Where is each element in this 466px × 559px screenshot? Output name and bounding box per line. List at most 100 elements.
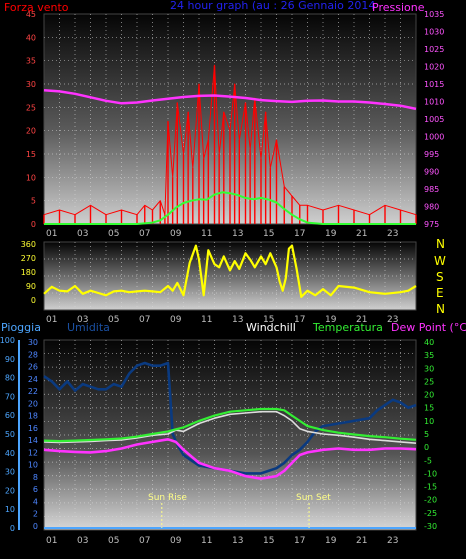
axis-tick-label: 5 — [424, 430, 429, 439]
hour-tick-label: 09 — [170, 229, 182, 239]
axis-tick-label: 5 — [31, 197, 36, 206]
axis-tick-label: 180 — [21, 268, 36, 277]
dew-point-legend: Dew Point (°C) — [391, 321, 466, 334]
hour-tick-label: 21 — [356, 229, 367, 239]
axis-tick-label: -10 — [424, 469, 437, 478]
axis-tick-label: 1005 — [424, 115, 444, 124]
axis-tick-label: 16 — [28, 424, 38, 433]
axis-tick-label: 1010 — [424, 98, 444, 107]
axis-tick-label: 1020 — [424, 63, 444, 72]
axis-tick-label: -5 — [424, 456, 432, 465]
axis-tick-label: 12 — [28, 448, 38, 457]
hour-tick-label: 19 — [325, 315, 337, 325]
axis-tick-label: 0 — [10, 524, 15, 533]
wind-force-line — [43, 64, 417, 216]
hour-tick-label: 23 — [387, 536, 398, 546]
compass-label-4: E — [436, 286, 444, 300]
series-layer — [43, 64, 417, 529]
wind-direction-line — [43, 244, 417, 298]
hour-tick-label: 11 — [201, 315, 212, 325]
axis-tick-label: 20 — [5, 486, 15, 495]
hour-tick-label: 05 — [108, 229, 119, 239]
axis-tick-label: 6 — [33, 485, 38, 494]
hour-tick-label: 17 — [294, 315, 305, 325]
axis-tick-label: 30 — [26, 80, 36, 89]
hour-tick-label: 07 — [139, 315, 150, 325]
hour-tick-label: 07 — [139, 229, 150, 239]
axis-tick-label: -20 — [424, 496, 437, 505]
axis-tick-label: -25 — [424, 509, 437, 518]
axis-tick-label: 985 — [424, 185, 439, 194]
axis-tick-label: 90 — [26, 282, 36, 291]
windchill-line — [43, 410, 417, 444]
hour-tick-label: 21 — [356, 315, 367, 325]
dew-point-line — [43, 437, 417, 481]
axis-tick-label: 14 — [28, 436, 38, 445]
windchill-legend: Windchill — [246, 321, 296, 334]
axis-tick-label: 0 — [424, 443, 429, 452]
axis-tick-label: 35 — [424, 351, 434, 360]
axis-tick-label: 40 — [424, 338, 434, 347]
temperature-line — [43, 407, 417, 443]
axis-tick-label: 15 — [26, 150, 36, 159]
compass-label-2: W — [434, 254, 446, 268]
pressure-line — [43, 89, 417, 111]
axis-tick-label: 50 — [5, 430, 15, 439]
axis-tick-label: -30 — [424, 522, 437, 531]
hour-tick-label: 01 — [46, 536, 57, 546]
axis-tick-label: 975 — [424, 220, 439, 229]
compass-label-3: S — [436, 270, 444, 284]
axis-tick-label: 35 — [26, 57, 36, 66]
axis-tick-label: 2 — [33, 510, 38, 519]
axis-tick-label: 15 — [424, 404, 434, 413]
wind-force-label: Forza vento — [4, 1, 69, 14]
hour-tick-label: 15 — [263, 536, 274, 546]
compass-label-1: N — [436, 237, 445, 251]
hour-tick-label: 21 — [356, 536, 367, 546]
hour-tick-label: 23 — [387, 229, 398, 239]
compass-label-5: N — [436, 302, 445, 316]
axis-tick-label: 70 — [5, 392, 15, 401]
axis-tick-label: 100 — [0, 336, 15, 345]
hour-tick-label: 05 — [108, 315, 119, 325]
hour-tick-label: 01 — [46, 229, 57, 239]
axis-tick-label: 10 — [28, 461, 38, 470]
axis-tick-label: 25 — [424, 377, 434, 386]
axis-tick-label: 24 — [28, 375, 38, 384]
axis-tick-label: 0 — [31, 220, 36, 229]
axis-tick-label: 8 — [33, 473, 38, 482]
hour-tick-label: 19 — [325, 536, 337, 546]
hour-tick-label: 03 — [77, 536, 88, 546]
hour-tick-label: 09 — [170, 536, 182, 546]
axis-tick-label: 30 — [424, 364, 434, 373]
axis-tick-label: 995 — [424, 150, 439, 159]
sunrise-label: Sun Rise — [148, 493, 187, 503]
axis-tick-label: 30 — [28, 338, 38, 347]
axis-tick-label: 1000 — [424, 133, 444, 142]
humidity-legend: Umidita — [67, 321, 110, 334]
hour-tick-label: 01 — [46, 315, 57, 325]
axis-tick-label: 4 — [33, 497, 38, 506]
hour-tick-label: 03 — [77, 229, 88, 239]
axis-tick-label: 1030 — [424, 28, 444, 37]
humidity-line — [43, 361, 417, 475]
wind-average-line — [44, 191, 416, 225]
hour-tick-label: 17 — [294, 229, 305, 239]
axis-tick-label: 20 — [424, 391, 434, 400]
axis-tick-label: 10 — [5, 505, 15, 514]
axis-tick-label: 40 — [26, 33, 36, 42]
axis-tick-label: 980 — [424, 203, 439, 212]
hour-tick-label: 15 — [263, 315, 274, 325]
hour-tick-label: 13 — [232, 315, 243, 325]
axis-tick-label: 45 — [26, 10, 36, 19]
axis-tick-label: 0 — [31, 296, 36, 305]
axis-tick-label: 60 — [5, 411, 15, 420]
axis-tick-label: 80 — [5, 374, 15, 383]
axis-tick-label: 990 — [424, 168, 439, 177]
sunset-label: Sun Set — [296, 493, 331, 503]
axis-tick-label: -15 — [424, 483, 437, 492]
axis-tick-label: 28 — [28, 350, 38, 359]
